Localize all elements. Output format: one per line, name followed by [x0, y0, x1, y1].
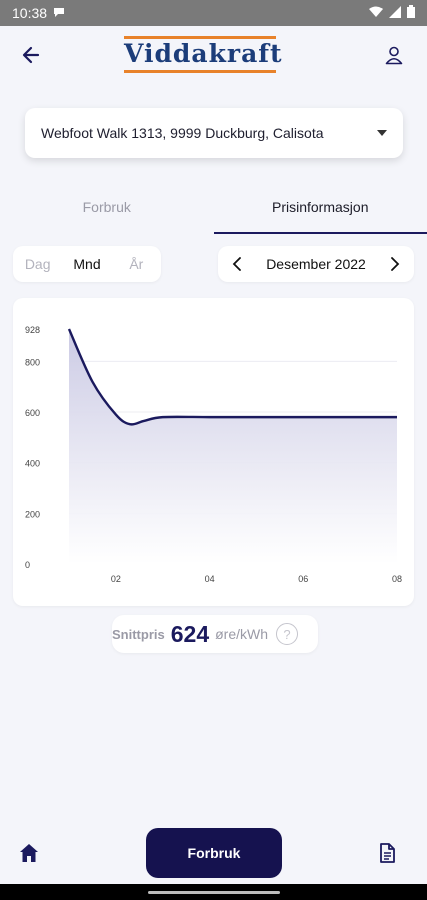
- x-tick-label: 08: [392, 574, 402, 584]
- x-tick-label: 06: [298, 574, 308, 584]
- y-tick-label: 928: [25, 325, 40, 335]
- y-tick-label: 800: [25, 357, 40, 367]
- price-area: [69, 329, 397, 564]
- signal-icon: [389, 5, 401, 21]
- chat-bubble-icon: [53, 5, 65, 21]
- tab-forbruk[interactable]: Forbruk: [82, 199, 131, 215]
- battery-icon: [407, 5, 415, 21]
- viddakraft-logo: Viddakraft: [124, 36, 283, 74]
- address-select[interactable]: Webfoot Walk 1313, 9999 Duckburg, Caliso…: [25, 108, 403, 158]
- period-day[interactable]: Dag: [24, 256, 51, 272]
- period-year[interactable]: År: [129, 256, 144, 272]
- bottom-nav: Forbruk: [0, 818, 427, 884]
- price-chart: 0 200 400 600 800 928 02 04 06 08: [25, 325, 402, 584]
- month-navigator: Desember 2022: [218, 246, 414, 282]
- period-month[interactable]: Mnd: [62, 246, 112, 282]
- y-tick-label: 400: [25, 459, 40, 469]
- y-tick-label: 600: [25, 408, 40, 418]
- gesture-bar: [0, 884, 427, 900]
- person-icon[interactable]: [381, 42, 407, 68]
- status-time: 10:38: [12, 5, 48, 21]
- y-tick-label: 200: [25, 509, 40, 519]
- x-tick-label: 04: [205, 574, 215, 584]
- home-icon[interactable]: [18, 842, 42, 866]
- tab-bar: Forbruk Prisinformasjon: [0, 192, 427, 234]
- average-unit: øre/kWh: [215, 626, 268, 642]
- document-icon[interactable]: [376, 842, 400, 866]
- arrow-left-icon[interactable]: [18, 42, 44, 68]
- chevron-right-icon[interactable]: [384, 254, 404, 274]
- logo-text: Viddakraft: [124, 39, 283, 68]
- question-icon[interactable]: ?: [276, 623, 298, 645]
- period-selector: Dag Mnd År: [13, 246, 161, 282]
- average-value: 624: [170, 620, 210, 647]
- price-line: [67, 328, 397, 426]
- status-bar: 10:38: [0, 0, 427, 26]
- average-label: Snittpris: [112, 626, 165, 642]
- address-value: Webfoot Walk 1313, 9999 Duckburg, Caliso…: [41, 125, 324, 141]
- forbruk-button[interactable]: Forbruk: [146, 828, 282, 878]
- chevron-left-icon[interactable]: [228, 254, 248, 274]
- tab-prisinformasjon[interactable]: Prisinformasjon: [213, 192, 427, 234]
- x-tick-label: 02: [111, 574, 121, 584]
- app-header: Viddakraft: [0, 26, 427, 86]
- wifi-icon: [369, 5, 383, 21]
- average-price: Snittpris 624 øre/kWh ?: [112, 615, 318, 653]
- caret-down-icon: [377, 130, 387, 136]
- y-tick-label: 0: [25, 560, 30, 570]
- month-label: Desember 2022: [266, 256, 366, 272]
- price-chart-card: 0 200 400 600 800 928 02 04 06 08: [13, 298, 414, 606]
